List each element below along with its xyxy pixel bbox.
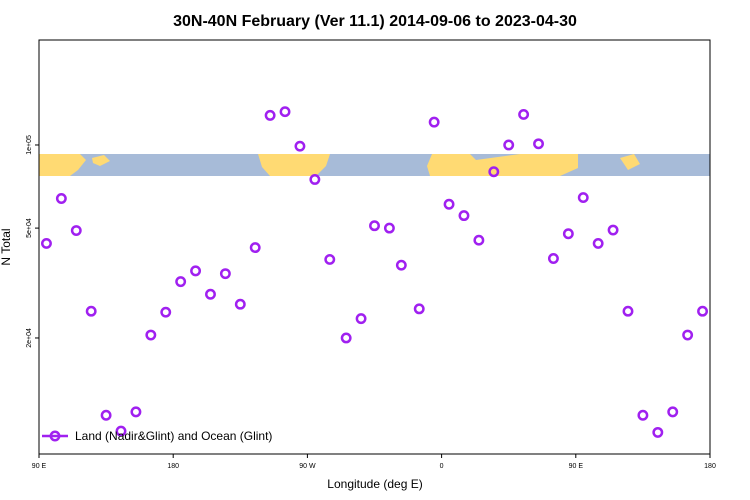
data-point bbox=[592, 237, 604, 249]
data-point bbox=[443, 198, 455, 210]
land-islands-east bbox=[620, 154, 640, 170]
x-axis: 90 E 180 90 W 0 90 E 180 bbox=[32, 454, 716, 470]
plot-frame bbox=[38, 39, 711, 455]
data-point bbox=[249, 242, 261, 254]
data-point bbox=[458, 210, 470, 222]
data-point bbox=[547, 253, 559, 264]
data-point bbox=[369, 220, 380, 232]
data-point bbox=[652, 426, 664, 438]
world-map-band bbox=[39, 154, 710, 176]
land-north-america bbox=[258, 154, 330, 176]
data-point bbox=[100, 409, 112, 421]
land-africa-europe-asia bbox=[427, 154, 578, 176]
x-axis-label: Longitude (deg E) bbox=[327, 477, 422, 491]
data-point bbox=[488, 166, 500, 178]
data-point bbox=[637, 409, 649, 421]
y-tick-label: 1e+05 bbox=[26, 135, 33, 155]
data-points bbox=[41, 106, 708, 438]
data-point bbox=[85, 305, 97, 317]
data-point bbox=[533, 138, 544, 150]
land-asia-west bbox=[39, 154, 86, 176]
data-point bbox=[622, 305, 634, 317]
y-axis: 2e+04 5e+04 1e+05 bbox=[26, 135, 39, 348]
x-tick-label: 180 bbox=[167, 463, 179, 470]
data-point bbox=[264, 109, 276, 121]
data-point bbox=[682, 329, 694, 341]
data-point bbox=[205, 288, 216, 300]
x-tick-label: 0 bbox=[440, 463, 444, 470]
data-point bbox=[219, 268, 231, 280]
data-point bbox=[115, 425, 127, 437]
data-point bbox=[279, 106, 291, 118]
ocean-band bbox=[39, 154, 710, 176]
y-tick-label: 2e+04 bbox=[26, 328, 33, 348]
data-point bbox=[55, 193, 67, 204]
x-tick-label: 90 E bbox=[32, 463, 47, 470]
data-point bbox=[324, 253, 336, 265]
data-point bbox=[190, 265, 202, 277]
y-tick-label: 5e+04 bbox=[26, 218, 33, 238]
data-point bbox=[577, 192, 589, 204]
data-point bbox=[697, 305, 708, 317]
y-axis-label: N Total bbox=[0, 228, 13, 265]
data-point bbox=[294, 140, 306, 152]
legend: Land (Nadir&Glint) and Ocean (Glint) bbox=[42, 429, 272, 443]
legend-marker bbox=[49, 430, 61, 442]
chart-title: 30N-40N February (Ver 11.1) 2014-09-06 t… bbox=[173, 13, 577, 30]
data-point bbox=[70, 225, 82, 236]
data-point bbox=[41, 237, 52, 249]
data-point bbox=[503, 139, 515, 151]
data-point bbox=[667, 406, 679, 418]
legend-label: Land (Nadir&Glint) and Ocean (Glint) bbox=[75, 429, 272, 443]
x-tick-label: 180 bbox=[704, 463, 716, 470]
data-point bbox=[518, 108, 530, 120]
data-point bbox=[395, 259, 407, 271]
data-point bbox=[234, 298, 246, 310]
data-point bbox=[175, 276, 187, 288]
data-point bbox=[355, 313, 367, 325]
data-point bbox=[130, 406, 142, 418]
data-point bbox=[473, 234, 485, 246]
land-japan bbox=[92, 155, 110, 166]
data-point bbox=[340, 332, 352, 344]
data-point bbox=[607, 224, 619, 236]
data-point bbox=[562, 228, 574, 240]
data-point bbox=[160, 306, 172, 318]
x-tick-label: 90 W bbox=[299, 463, 316, 470]
data-point bbox=[413, 303, 425, 315]
data-point bbox=[428, 116, 440, 128]
x-tick-label: 90 E bbox=[569, 463, 584, 470]
data-point bbox=[145, 329, 157, 341]
data-point bbox=[309, 174, 321, 185]
data-point bbox=[383, 222, 395, 234]
